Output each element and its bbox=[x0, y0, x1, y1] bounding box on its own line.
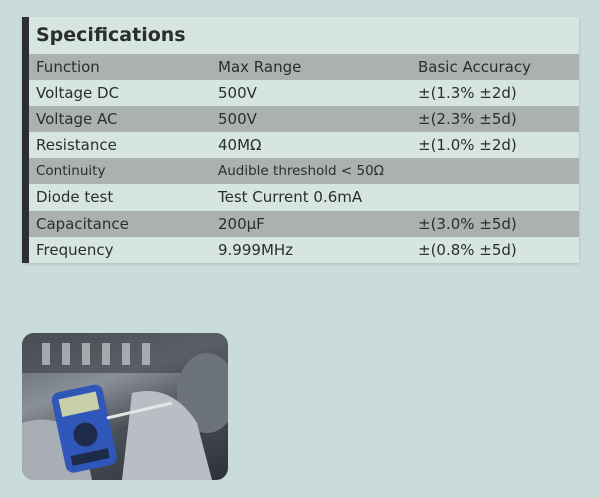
table-row: Capacitance 200µF ±(3.0% ±5d) bbox=[29, 210, 579, 237]
multimeter-photo bbox=[22, 333, 228, 480]
cell-range: 500V bbox=[218, 84, 257, 103]
cell-function: Frequency bbox=[36, 240, 114, 259]
table-row: Voltage AC 500V ±(2.3% ±5d) bbox=[29, 106, 579, 133]
table-row: Voltage DC 500V ±(1.3% ±2d) bbox=[29, 80, 579, 106]
table-row: Resistance 40MΩ ±(1.0% ±2d) bbox=[29, 132, 579, 158]
cell-function: Resistance bbox=[36, 136, 117, 155]
table-row: Continuity Audible threshold < 50Ω bbox=[29, 158, 579, 185]
header-basic-accuracy: Basic Accuracy bbox=[418, 58, 531, 76]
header-max-range: Max Range bbox=[218, 58, 302, 76]
table-row: Diode test Test Current 0.6mA bbox=[29, 184, 579, 210]
cell-accuracy: ±(0.8% ±5d) bbox=[418, 240, 517, 259]
cell-range: 9.999MHz bbox=[218, 240, 294, 259]
cell-function: Voltage AC bbox=[36, 110, 118, 129]
cell-accuracy: ±(2.3% ±5d) bbox=[418, 110, 517, 129]
cell-range: Audible threshold < 50Ω bbox=[218, 163, 384, 180]
cell-range: Test Current 0.6mA bbox=[218, 188, 363, 207]
cell-range: 40MΩ bbox=[218, 136, 262, 155]
table-row: Frequency 9.999MHz ±(0.8% ±5d) bbox=[29, 237, 579, 263]
cell-function: Continuity bbox=[36, 163, 106, 180]
table-header-row: Function Max Range Basic Accuracy bbox=[29, 54, 579, 81]
cell-function: Capacitance bbox=[36, 214, 129, 233]
cell-accuracy: ±(1.0% ±2d) bbox=[418, 136, 517, 155]
cell-range: 200µF bbox=[218, 214, 265, 233]
cell-function: Voltage DC bbox=[36, 84, 120, 103]
cell-function: Diode test bbox=[36, 188, 114, 207]
cell-accuracy: ±(1.3% ±2d) bbox=[418, 84, 517, 103]
cell-accuracy: ±(3.0% ±5d) bbox=[418, 214, 517, 233]
cell-range: 500V bbox=[218, 110, 257, 129]
table-title: Specifications bbox=[36, 24, 186, 46]
multimeter-illustration bbox=[22, 333, 228, 480]
specifications-table: Specifications Function Max Range Basic … bbox=[22, 17, 579, 263]
header-function: Function bbox=[36, 58, 100, 76]
